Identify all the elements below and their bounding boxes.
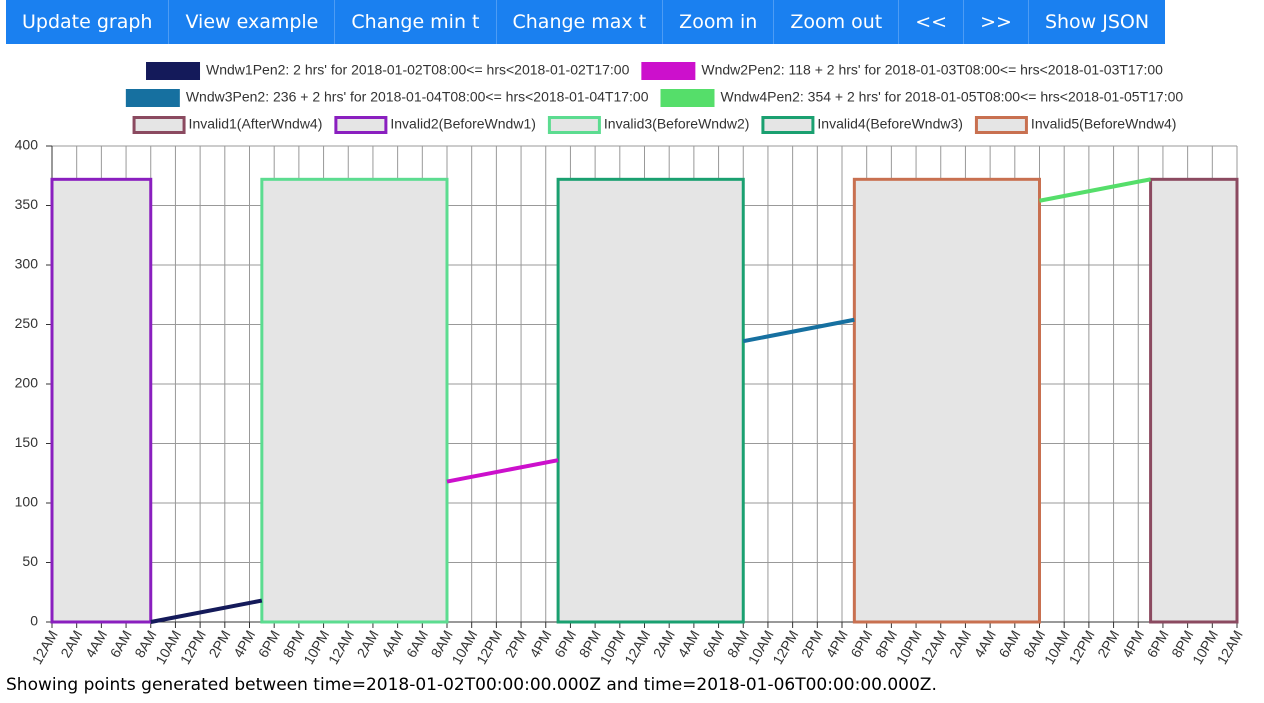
toolbar: Update graph View example Change min t Chan… xyxy=(6,0,1166,44)
legend-swatch xyxy=(547,116,601,134)
y-tick-label: 100 xyxy=(15,494,39,510)
x-tick-label: 4AM xyxy=(378,627,406,660)
toolbar-button[interactable]: Zoom in xyxy=(663,0,775,44)
x-tick-label: 6AM xyxy=(107,627,135,660)
legend-row: Wndw3Pen2: 236 + 2 hrs' for 2018-01-04T0… xyxy=(125,89,1184,107)
y-tick-label: 300 xyxy=(15,256,39,272)
y-tick-label: 150 xyxy=(15,434,39,450)
x-tick-label: 4PM xyxy=(1119,627,1147,660)
x-tick-label: 12AM xyxy=(1214,627,1246,667)
x-tick-label: 12AM xyxy=(621,627,653,667)
toolbar-button[interactable]: Change max t xyxy=(496,0,664,44)
x-tick-label: 2PM xyxy=(798,627,826,660)
legend-swatch xyxy=(761,116,815,134)
x-tick-label: 2AM xyxy=(650,627,678,660)
legend-label: Invalid3(BeforeWndw2) xyxy=(604,116,750,132)
toolbar-button[interactable]: Show JSON xyxy=(1028,0,1166,44)
x-tick-label: 6PM xyxy=(551,627,579,660)
y-tick-label: 0 xyxy=(30,613,38,629)
x-tick-label: 6PM xyxy=(1143,627,1171,660)
toolbar-button[interactable]: << xyxy=(899,0,965,44)
invalid-region xyxy=(556,177,745,624)
legend-swatch xyxy=(641,62,696,80)
x-tick-label: 6PM xyxy=(255,627,283,660)
x-tick-label: 4AM xyxy=(82,627,110,660)
x-tick-label: 4AM xyxy=(674,627,702,660)
x-tick-label: 12AM xyxy=(29,627,61,667)
y-tick-label: 350 xyxy=(15,196,39,212)
x-tick-label: 12AM xyxy=(917,627,949,667)
x-tick-label: 4PM xyxy=(823,627,851,660)
series-line xyxy=(742,317,855,344)
invalid-region xyxy=(1149,177,1239,624)
x-tick-label: 2PM xyxy=(1094,627,1122,660)
toolbar-button[interactable]: Change min t xyxy=(335,0,497,44)
invalid-region xyxy=(260,177,449,624)
x-tick-label: 2PM xyxy=(502,627,530,660)
x-tick-label: 12PM xyxy=(473,627,505,667)
x-tick-label: 6AM xyxy=(403,627,431,660)
invalid-region xyxy=(852,177,1041,624)
legend-label: Wndw4Pen2: 354 + 2 hrs' for 2018-01-05T0… xyxy=(721,89,1184,105)
legend-row: Invalid1(AfterWndw4) Invalid2(BeforeWndw1… xyxy=(132,116,1177,134)
x-tick-label: 4PM xyxy=(526,627,554,660)
x-tick-label: 12AM xyxy=(325,627,357,667)
x-tick-label: 6PM xyxy=(847,627,875,660)
series-line xyxy=(446,458,559,484)
y-tick-label: 50 xyxy=(22,553,38,569)
x-tick-label: 6AM xyxy=(995,627,1023,660)
x-tick-label: 4AM xyxy=(971,627,999,660)
legend-label: Invalid2(BeforeWndw1) xyxy=(390,116,536,132)
toolbar-button[interactable]: View example xyxy=(169,0,336,44)
x-tick-label: 2AM xyxy=(946,627,974,660)
legend-swatch xyxy=(132,116,186,134)
toolbar-button[interactable]: >> xyxy=(964,0,1029,44)
y-tick-label: 250 xyxy=(15,315,39,331)
legend-label: Wndw1Pen2: 2 hrs' for 2018-01-02T08:00<=… xyxy=(206,62,630,78)
legend-label: Invalid5(BeforeWndw4) xyxy=(1031,116,1177,132)
x-tick-label: 12PM xyxy=(177,627,209,667)
legend-swatch xyxy=(146,62,201,80)
toolbar-button[interactable]: Zoom out xyxy=(774,0,900,44)
legend-label: Wndw3Pen2: 236 + 2 hrs' for 2018-01-04T0… xyxy=(186,89,649,105)
legend-row: Wndw1Pen2: 2 hrs' for 2018-01-02T08:00<=… xyxy=(146,62,1163,80)
x-tick-label: 6AM xyxy=(699,627,727,660)
x-tick-label: 12PM xyxy=(1066,627,1098,667)
legend-label: Invalid4(BeforeWndw3) xyxy=(817,116,963,132)
invalid-region xyxy=(50,177,153,624)
chart: 05010015020025030035040012AM2AM4AM6AM8AM… xyxy=(15,62,1246,667)
legend-label: Invalid1(AfterWndw4) xyxy=(189,116,323,132)
x-tick-label: 2PM xyxy=(205,627,233,660)
legend-label: Wndw2Pen2: 118 + 2 hrs' for 2018-01-03T0… xyxy=(701,62,1163,78)
legend-swatch xyxy=(334,116,388,134)
legend-swatch xyxy=(974,116,1028,134)
y-tick-label: 200 xyxy=(15,375,39,391)
y-tick-label: 400 xyxy=(15,137,39,153)
x-tick-label: 4PM xyxy=(230,627,258,660)
series-line xyxy=(150,598,263,624)
x-tick-label: 12PM xyxy=(769,627,801,667)
footer-text: Showing points generated between time=20… xyxy=(6,675,937,695)
toolbar-button[interactable]: Update graph xyxy=(6,0,170,44)
x-tick-label: 2AM xyxy=(353,627,381,660)
legend-swatch xyxy=(125,89,180,107)
legend-swatch xyxy=(660,89,715,107)
series-line xyxy=(1039,177,1151,203)
x-tick-label: 2AM xyxy=(57,627,85,660)
